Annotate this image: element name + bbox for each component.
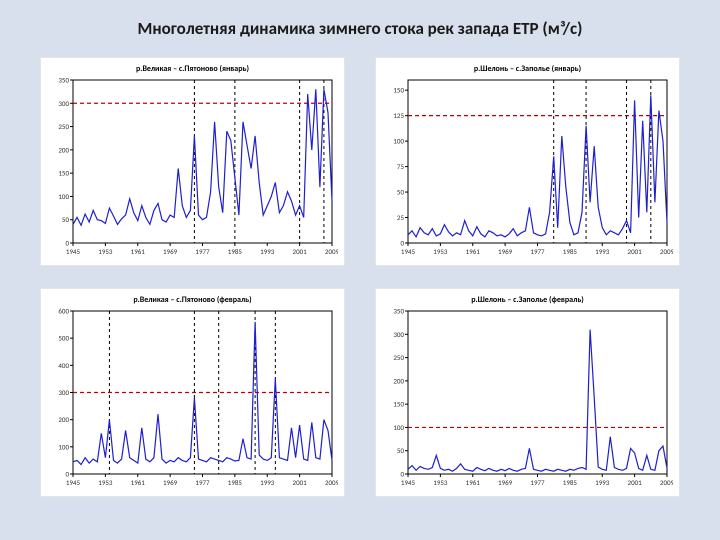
svg-text:125: 125: [393, 111, 404, 120]
panel-title: р.Шелонь – с.Заполье (февраль): [382, 295, 673, 305]
svg-text:1953: 1953: [433, 478, 448, 487]
svg-text:1977: 1977: [195, 247, 210, 256]
svg-text:200: 200: [58, 145, 69, 154]
svg-text:1945: 1945: [401, 478, 416, 487]
svg-text:1977: 1977: [530, 478, 545, 487]
svg-text:1969: 1969: [498, 247, 513, 256]
svg-text:600: 600: [58, 307, 69, 316]
svg-text:1969: 1969: [163, 247, 178, 256]
svg-text:1969: 1969: [498, 478, 513, 487]
page-title: Многолетняя динамика зимнего стока рек з…: [40, 18, 680, 39]
chart-area: 0501001502002503003501945195319611969197…: [382, 307, 673, 488]
svg-text:1953: 1953: [98, 478, 113, 487]
svg-text:300: 300: [58, 99, 69, 108]
svg-text:2009: 2009: [660, 478, 673, 487]
svg-text:1961: 1961: [466, 247, 481, 256]
chart-area: 0100200300400500600194519531961196919771…: [47, 307, 338, 488]
svg-text:300: 300: [58, 388, 69, 397]
svg-text:25: 25: [397, 213, 405, 222]
svg-text:1945: 1945: [66, 247, 81, 256]
panel-2: р.Великая – c.Пятоново (февраль) 0100200…: [40, 288, 345, 497]
panel-title: р.Великая – c.Пятоново (январь): [47, 64, 338, 74]
svg-text:1945: 1945: [401, 247, 416, 256]
svg-text:100: 100: [393, 137, 404, 146]
svg-text:2009: 2009: [325, 478, 338, 487]
svg-text:150: 150: [393, 400, 404, 409]
svg-text:50: 50: [62, 215, 70, 224]
svg-text:1985: 1985: [228, 247, 243, 256]
svg-text:1993: 1993: [260, 247, 275, 256]
svg-text:50: 50: [397, 446, 405, 455]
svg-text:75: 75: [397, 162, 405, 171]
panel-title: р.Великая – c.Пятоново (февраль): [47, 295, 338, 305]
svg-text:2001: 2001: [293, 478, 308, 487]
svg-text:150: 150: [58, 169, 69, 178]
svg-text:1993: 1993: [260, 478, 275, 487]
panel-1: р.Шелонь – с.Заполье (январь) 0255075100…: [375, 57, 680, 266]
svg-text:2009: 2009: [325, 247, 338, 256]
svg-text:1961: 1961: [131, 247, 146, 256]
svg-text:1993: 1993: [595, 247, 610, 256]
svg-text:100: 100: [58, 192, 69, 201]
svg-text:1953: 1953: [433, 247, 448, 256]
svg-text:350: 350: [58, 76, 69, 85]
panel-title: р.Шелонь – с.Заполье (январь): [382, 64, 673, 74]
svg-text:350: 350: [393, 307, 404, 316]
svg-text:1961: 1961: [131, 478, 146, 487]
panel-0: р.Великая – c.Пятоново (январь) 05010015…: [40, 57, 345, 266]
svg-text:200: 200: [58, 415, 69, 424]
svg-text:2001: 2001: [293, 247, 308, 256]
svg-text:1993: 1993: [595, 478, 610, 487]
svg-text:1945: 1945: [66, 478, 81, 487]
svg-text:1961: 1961: [466, 478, 481, 487]
svg-text:400: 400: [58, 361, 69, 370]
svg-text:100: 100: [393, 423, 404, 432]
svg-text:1977: 1977: [195, 478, 210, 487]
svg-text:1953: 1953: [98, 247, 113, 256]
svg-text:2001: 2001: [628, 247, 643, 256]
svg-text:250: 250: [58, 122, 69, 131]
chart-area: 0501001502002503003501945195319611969197…: [47, 76, 338, 257]
svg-text:2001: 2001: [628, 478, 643, 487]
svg-text:1969: 1969: [163, 478, 178, 487]
svg-text:2009: 2009: [660, 247, 673, 256]
svg-text:1985: 1985: [563, 478, 578, 487]
chart-area: 0255075100125150194519531961196919771985…: [382, 76, 673, 257]
svg-text:150: 150: [393, 86, 404, 95]
panel-3: р.Шелонь – с.Заполье (февраль) 050100150…: [375, 288, 680, 497]
svg-text:1985: 1985: [228, 478, 243, 487]
svg-text:1985: 1985: [563, 247, 578, 256]
svg-text:200: 200: [393, 376, 404, 385]
svg-text:50: 50: [397, 188, 405, 197]
chart-grid: р.Великая – c.Пятоново (январь) 05010015…: [40, 57, 680, 497]
svg-text:500: 500: [58, 334, 69, 343]
svg-text:300: 300: [393, 330, 404, 339]
svg-text:250: 250: [393, 353, 404, 362]
svg-text:100: 100: [58, 442, 69, 451]
svg-text:1977: 1977: [530, 247, 545, 256]
